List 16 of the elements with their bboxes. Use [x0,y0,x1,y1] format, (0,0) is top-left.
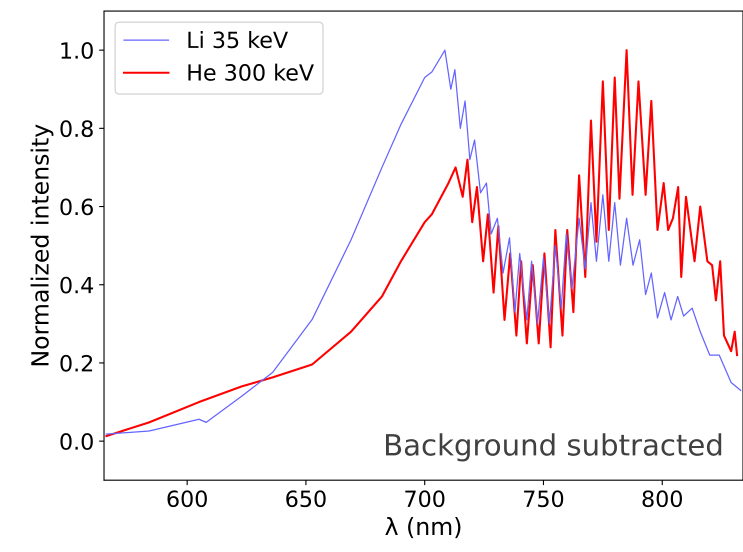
y-tick-label: 0.2 [60,354,92,372]
x-tick-label: 700 [405,490,444,508]
x-tick-label: 750 [524,490,564,508]
y-tick-label: 0.0 [60,433,93,450]
y-tick-label: 1.0 [61,42,93,59]
y-tick-label: 0.6 [60,198,93,216]
x-tick-label: 650 [286,490,326,508]
x-tick-label: 800 [642,490,682,508]
x-tick-label: 600 [168,490,207,508]
legend-label: Li 35 keV [188,31,288,48]
y-tick-label: 0.8 [60,120,93,138]
annotation: Background subtracted [386,433,722,462]
y-axis-title: Normalized intensity [30,124,54,366]
y-tick-label: 0.4 [60,276,94,294]
legend-label: He 300 keV [188,64,314,81]
x-axis-title: λ (nm) [385,517,460,538]
